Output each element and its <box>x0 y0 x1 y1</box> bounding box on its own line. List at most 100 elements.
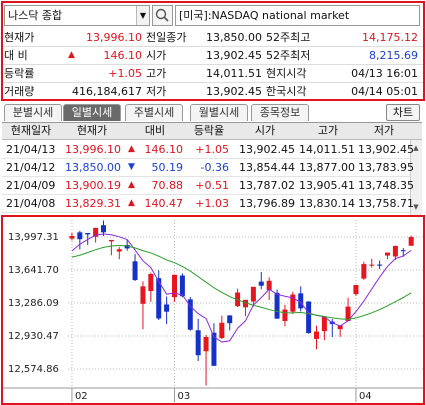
search-icon <box>155 8 169 22</box>
table-cell: +0.51 <box>195 179 229 192</box>
table-cell: 13,748.35 <box>358 179 414 192</box>
table-header: 대비 <box>144 124 166 137</box>
scroll-up[interactable]: ▲ <box>413 144 419 152</box>
candle-body <box>93 227 99 237</box>
table-cell: 13,829.31 <box>65 197 121 210</box>
candle-body <box>195 330 201 356</box>
tab[interactable]: 종목정보 <box>251 104 309 121</box>
table-cell: +1.05 <box>195 143 229 156</box>
candle-body <box>69 236 75 239</box>
quote-label: 한국시각 <box>266 85 307 98</box>
candle-body <box>116 249 122 252</box>
change-sign: ▲ <box>128 198 135 208</box>
quote-label: 거래량 <box>4 85 35 98</box>
table-cell: 13,783.95 <box>358 161 414 174</box>
tab[interactable]: 분별시세 <box>4 104 62 121</box>
change-sign: ▲ <box>68 50 75 60</box>
change-sign: ▲ <box>128 144 135 154</box>
candle-body <box>108 239 114 242</box>
quote-label: 52주최저 <box>266 49 311 62</box>
table-header: 등락율 <box>193 124 225 137</box>
quote-value: +1.05 <box>108 67 142 80</box>
candle-body <box>274 292 280 319</box>
row-divider <box>3 82 423 83</box>
y-tick-label: 13,641.70 <box>8 265 59 276</box>
table-cell: 21/04/12 <box>6 161 56 174</box>
candle-body <box>385 252 390 256</box>
quote-label: 대 비 <box>4 49 28 62</box>
market-dropdown[interactable] <box>4 5 150 26</box>
table-cell: 14,011.51 <box>299 143 355 156</box>
candle-body <box>392 245 398 257</box>
candle-body <box>345 306 351 321</box>
candle-body <box>361 264 367 279</box>
market-name[interactable]: 나스닥 종합 <box>8 9 63 22</box>
candle-body <box>282 309 288 321</box>
table-cell: -0.36 <box>200 161 229 174</box>
candle-body <box>266 280 272 291</box>
candle-body <box>101 225 106 233</box>
quote-value: 13,850.00 <box>206 31 262 44</box>
search-button[interactable] <box>152 5 173 26</box>
table-header: 저가 <box>373 124 395 137</box>
quote-label: 전일종가 <box>146 31 187 44</box>
chart-button[interactable]: 차트 <box>386 104 420 121</box>
y-tick-label: 13,286.09 <box>8 298 59 309</box>
candle-body <box>172 274 177 298</box>
x-tick-label: 04 <box>359 391 372 402</box>
quote-value: 13,996.10 <box>86 31 142 44</box>
tab[interactable]: 월별시세 <box>190 104 248 121</box>
candle-body <box>250 286 256 302</box>
table-cell: 21/04/13 <box>6 143 56 156</box>
candle-body <box>187 299 193 330</box>
scrollbar[interactable] <box>410 140 422 215</box>
candle-body <box>243 299 248 308</box>
quote-label: 52주최고 <box>266 31 311 44</box>
quote-value: 8,215.69 <box>369 49 418 62</box>
candle-body <box>156 278 162 319</box>
quote-value: 13,902.45 <box>206 49 262 62</box>
candle-body <box>408 237 414 246</box>
change-sign: ▲ <box>128 180 135 190</box>
candle-body <box>211 332 217 366</box>
candle-body <box>298 293 304 309</box>
change-sign: ▼ <box>128 162 135 172</box>
candle-body <box>290 294 296 312</box>
symbol-field[interactable] <box>175 5 420 26</box>
quote-value: 146.10 <box>103 49 143 62</box>
row-divider <box>2 194 410 195</box>
row-divider <box>2 176 410 177</box>
x-tick-label: 03 <box>178 391 191 402</box>
candle-body <box>227 315 233 324</box>
quote-label: 고가 <box>146 67 167 80</box>
table-cell: 13,877.00 <box>299 161 355 174</box>
candle-body <box>124 245 130 249</box>
table-cell: 21/04/09 <box>6 179 56 192</box>
table-cell: 21/04/08 <box>6 197 56 210</box>
candle-body <box>148 274 154 292</box>
candle-body <box>314 331 319 339</box>
symbol-name[interactable]: [미국]:NASDAQ national market <box>179 9 350 22</box>
moving-average <box>71 245 412 320</box>
tab[interactable]: 일별시세 <box>63 104 121 121</box>
quote-label: 등락률 <box>4 67 35 80</box>
candle-body <box>353 284 359 295</box>
candle-body <box>132 261 138 281</box>
tab[interactable]: 주별시세 <box>125 104 183 121</box>
scroll-down[interactable]: ▼ <box>413 203 419 211</box>
table-cell: 13,850.00 <box>65 161 121 174</box>
dropdown-arrow[interactable]: ▼ <box>136 6 149 25</box>
candle-body <box>400 250 406 252</box>
candle-body <box>258 281 264 286</box>
quote-panel-frame <box>1 1 425 101</box>
quote-value: 14,011.51 <box>206 67 262 80</box>
table-cell: 140.47 <box>144 197 184 210</box>
quote-value: 04/14 05:01 <box>351 85 418 98</box>
quote-value: 04/13 16:01 <box>351 67 418 80</box>
row-divider <box>2 212 410 213</box>
candle-body <box>321 316 327 332</box>
candle-body <box>337 325 343 330</box>
candle-body <box>369 264 375 266</box>
table-cell: 13,854.44 <box>239 161 295 174</box>
row-divider <box>2 158 410 159</box>
